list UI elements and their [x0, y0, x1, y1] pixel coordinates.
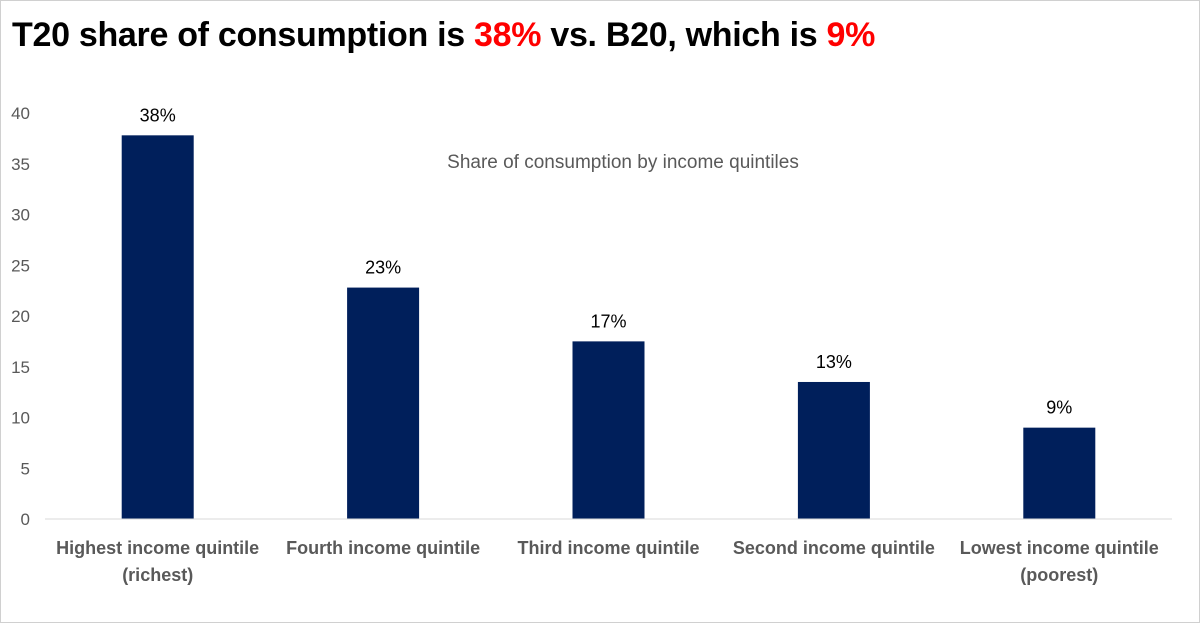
- bar: [347, 287, 420, 519]
- y-tick-label: 40: [11, 104, 30, 123]
- bar: [1023, 427, 1096, 519]
- data-label: 9%: [1046, 398, 1072, 418]
- y-tick-label: 5: [21, 459, 30, 478]
- y-tick-label: 35: [11, 155, 30, 174]
- headline-highlight-t20: 38%: [474, 16, 542, 54]
- y-tick-label: 25: [11, 256, 30, 275]
- headline-highlight-b20: 9%: [826, 16, 876, 54]
- bars-group: [121, 135, 1096, 519]
- x-tick-label: Third income quintile: [517, 538, 699, 558]
- x-tick-label: Highest income quintile: [56, 538, 259, 558]
- headline-text-2: vs. B20, which is: [541, 16, 827, 54]
- headline: T20 share of consumption is 38% vs. B20,…: [12, 16, 875, 55]
- bar: [797, 381, 870, 519]
- data-labels-group: 38% 23% 17% 13% 9%: [140, 105, 1073, 417]
- y-tick-label: 30: [11, 206, 30, 225]
- data-label: 13%: [816, 352, 852, 372]
- bar: [572, 341, 645, 519]
- data-label: 38%: [140, 105, 176, 125]
- data-label: 23%: [365, 258, 401, 278]
- data-label: 17%: [590, 311, 626, 331]
- y-tick-label: 10: [11, 409, 30, 428]
- headline-text-1: T20 share of consumption is: [12, 16, 475, 54]
- x-tick-label: (poorest): [1020, 565, 1098, 585]
- bar: [121, 135, 194, 519]
- chart-subtitle: Share of consumption by income quintiles: [447, 152, 799, 173]
- x-tick-label: Fourth income quintile: [286, 538, 480, 558]
- x-axis: Highest income quintile (richest) Fourth i…: [45, 518, 1172, 585]
- x-tick-label: (richest): [122, 565, 193, 585]
- y-tick-label: 20: [11, 307, 30, 326]
- x-tick-label: Second income quintile: [733, 538, 935, 558]
- y-axis: 0 5 10 15 20 25 30 35 40: [11, 104, 30, 529]
- x-tick-label: Lowest income quintile: [960, 538, 1159, 558]
- y-tick-label: 15: [11, 358, 30, 377]
- y-tick-label: 0: [21, 510, 30, 529]
